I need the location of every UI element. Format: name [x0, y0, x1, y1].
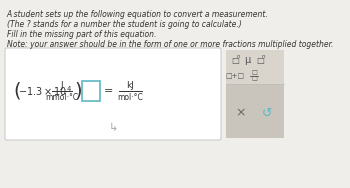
- Text: ↳: ↳: [109, 123, 119, 133]
- Text: □: □: [251, 70, 257, 76]
- FancyBboxPatch shape: [226, 84, 284, 138]
- Text: □+□: □+□: [225, 73, 245, 79]
- FancyBboxPatch shape: [226, 50, 284, 138]
- Text: □: □: [251, 77, 257, 82]
- Text: ×: ×: [236, 106, 246, 120]
- Text: kJ: kJ: [126, 80, 134, 89]
- Text: □: □: [231, 55, 239, 64]
- Text: (The ? stands for a number the student is going to calculate.): (The ? stands for a number the student i…: [7, 20, 241, 29]
- Text: Fill in the missing part of this equation.: Fill in the missing part of this equatio…: [7, 30, 156, 39]
- Text: $-1.3 \times 10^{4}$: $-1.3 \times 10^{4}$: [18, 84, 72, 98]
- Text: (: (: [13, 82, 21, 101]
- Text: □: □: [256, 55, 264, 64]
- Text: n: n: [237, 55, 240, 59]
- Text: mmol·°C: mmol·°C: [45, 93, 78, 102]
- Text: Note: your answer should be in the form of one or more fractions multiplied toge: Note: your answer should be in the form …: [7, 40, 333, 49]
- Text: =: =: [104, 86, 113, 96]
- Text: ↺: ↺: [262, 106, 273, 120]
- Text: ): ): [74, 82, 82, 101]
- Text: n: n: [261, 55, 265, 59]
- Text: mol·°C: mol·°C: [118, 93, 143, 102]
- Text: μ: μ: [244, 55, 251, 65]
- FancyBboxPatch shape: [82, 81, 100, 101]
- Text: A student sets up the following equation to convert a measurement.: A student sets up the following equation…: [7, 10, 268, 19]
- Text: J: J: [61, 80, 63, 89]
- FancyBboxPatch shape: [5, 48, 221, 140]
